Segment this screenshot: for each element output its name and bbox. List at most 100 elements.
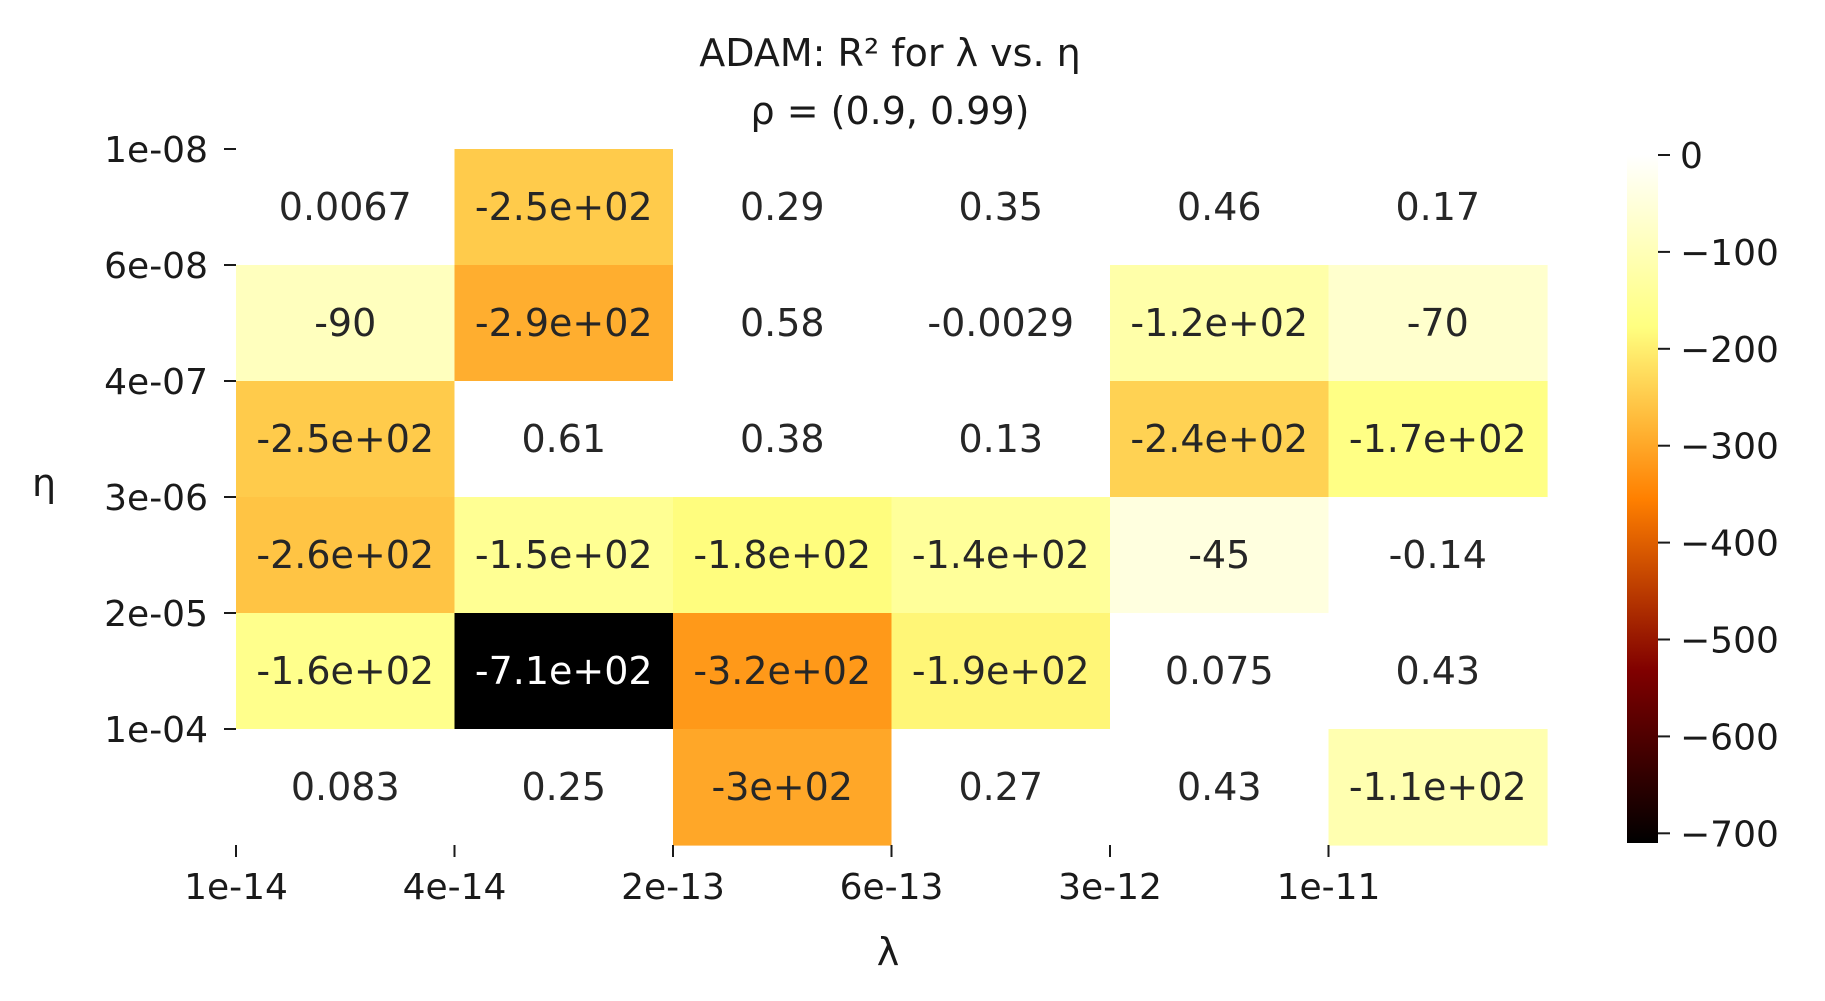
- heatmap-cell: [1110, 149, 1330, 266]
- heatmap-cell: [1110, 497, 1330, 614]
- x-tick-label: 6e-13: [840, 867, 944, 908]
- y-tick-label: 2e-05: [104, 594, 208, 635]
- heatmap-cell: [1110, 613, 1330, 730]
- cell-annotation: 0.13: [958, 417, 1043, 461]
- heatmap-cell: [673, 613, 893, 730]
- x-tick-label: 4e-14: [403, 867, 507, 908]
- heatmap-cell: [1110, 381, 1330, 498]
- cell-annotation: 0.17: [1395, 185, 1480, 229]
- y-tick-label: 3e-06: [104, 478, 208, 519]
- cell-annotation: 0.35: [958, 185, 1043, 229]
- heatmap-cell: [1328, 497, 1548, 614]
- cell-annotation: 0.29: [740, 185, 825, 229]
- cell-annotation: -1.5e+02: [475, 533, 653, 577]
- x-tick-label: 1e-11: [1277, 867, 1381, 908]
- chart-title: ADAM: R² for λ vs. η: [699, 31, 1080, 75]
- cell-annotation: 0.58: [740, 301, 825, 345]
- cell-annotation: -2.5e+02: [475, 185, 653, 229]
- heatmap-cell: [891, 613, 1111, 730]
- colorbar-tick-label: −500: [1680, 621, 1779, 662]
- cell-annotation: -1.8e+02: [693, 533, 871, 577]
- cell-annotation: -2.9e+02: [475, 301, 653, 345]
- cell-annotation: -1.4e+02: [912, 533, 1090, 577]
- x-tick-label: 1e-14: [184, 867, 288, 908]
- cell-annotation: -0.0029: [927, 301, 1074, 345]
- heatmap-cell: [454, 497, 674, 614]
- cell-annotation: 0.083: [291, 765, 400, 809]
- cell-annotation: -45: [1188, 533, 1250, 577]
- cell-annotation: 0.38: [740, 417, 825, 461]
- heatmap-cells: 0.0067 -2.5e+02 0.29 0.35 0.46 0.17 -90 -2.9e+0…: [236, 149, 1548, 846]
- heatmap-cell: [236, 265, 456, 382]
- cell-annotation: -2.4e+02: [1130, 417, 1308, 461]
- heatmap-cell: [891, 729, 1111, 846]
- colorbar-tick-label: −300: [1680, 427, 1779, 468]
- colorbar-tick-label: −400: [1680, 524, 1779, 565]
- y-axis: 1e-08 6e-08 4e-07 3e-06 2e-05 1e-04: [104, 130, 236, 751]
- cell-annotation: -1.6e+02: [256, 649, 434, 693]
- y-tick-label: 4e-07: [104, 362, 208, 403]
- cell-annotation: 0.075: [1165, 649, 1274, 693]
- cell-annotation: 0.27: [958, 765, 1043, 809]
- heatmap-cell: [673, 381, 893, 498]
- cell-annotation: -3.2e+02: [693, 649, 871, 693]
- heatmap-cell: [891, 381, 1111, 498]
- x-axis: 1e-14 4e-14 2e-13 6e-13 3e-12 1e-11: [184, 845, 1380, 908]
- cell-annotation: -3e+02: [712, 765, 853, 809]
- heatmap-cell: [236, 381, 456, 498]
- y-tick-label: 1e-08: [104, 130, 208, 171]
- heatmap-cell: [673, 497, 893, 614]
- heatmap-cell: [673, 729, 893, 846]
- cell-annotation: -2.6e+02: [256, 533, 434, 577]
- heatmap-cell: [1110, 729, 1330, 846]
- heatmap-cell: [673, 265, 893, 382]
- heatmap-cell: [236, 497, 456, 614]
- colorbar-tick-label: −700: [1680, 814, 1779, 855]
- heatmap-cell: [454, 613, 674, 730]
- heatmap-cell: [1328, 265, 1548, 382]
- cell-annotation: 0.61: [521, 417, 606, 461]
- cell-annotation: 0.46: [1177, 185, 1262, 229]
- y-tick-label: 1e-04: [104, 710, 208, 751]
- cell-annotation: -1.9e+02: [912, 649, 1090, 693]
- heatmap-cell: [1328, 729, 1548, 846]
- heatmap-cell: [1328, 613, 1548, 730]
- cell-annotation: -90: [314, 301, 376, 345]
- heatmap-cell: [1110, 265, 1330, 382]
- cell-annotation: -70: [1407, 301, 1469, 345]
- cell-annotation: 0.43: [1177, 765, 1262, 809]
- colorbar-tick-label: −600: [1680, 717, 1779, 758]
- cell-annotation: -7.1e+02: [475, 649, 653, 693]
- heatmap-cell: [1328, 381, 1548, 498]
- cell-annotation: 0.43: [1395, 649, 1480, 693]
- cell-annotation: -1.7e+02: [1349, 417, 1527, 461]
- cell-annotation: -1.2e+02: [1130, 301, 1308, 345]
- colorbar-tick-label: 0: [1680, 136, 1703, 177]
- heatmap-cell: [236, 149, 456, 266]
- cell-annotation: -2.5e+02: [256, 417, 434, 461]
- heatmap-cell: [454, 381, 674, 498]
- x-tick-label: 3e-12: [1058, 867, 1162, 908]
- heatmap-cell: [891, 497, 1111, 614]
- cell-annotation: -1.1e+02: [1349, 765, 1527, 809]
- colorbar-tick-label: −200: [1680, 330, 1779, 371]
- colorbar: 0 −100 −200 −300 −400 −500 −600 −700: [1627, 136, 1779, 855]
- heatmap-cell: [673, 149, 893, 266]
- cell-annotation: -0.14: [1389, 533, 1487, 577]
- heatmap-cell: [236, 613, 456, 730]
- heatmap-cell: [891, 265, 1111, 382]
- heatmap-cell: [1328, 149, 1548, 266]
- x-axis-label: λ: [877, 930, 900, 974]
- x-tick-label: 2e-13: [621, 867, 725, 908]
- cell-annotation: 0.25: [521, 765, 606, 809]
- heatmap-cell: [454, 265, 674, 382]
- heatmap-cell: [454, 149, 674, 266]
- heatmap-cell: [891, 149, 1111, 266]
- y-axis-label: η: [32, 461, 56, 505]
- colorbar-gradient: [1627, 155, 1658, 843]
- colorbar-tick-label: −100: [1680, 233, 1779, 274]
- chart-subtitle: ρ = (0.9, 0.99): [751, 89, 1030, 133]
- cell-annotation: 0.0067: [279, 185, 412, 229]
- heatmap-cell: [454, 729, 674, 846]
